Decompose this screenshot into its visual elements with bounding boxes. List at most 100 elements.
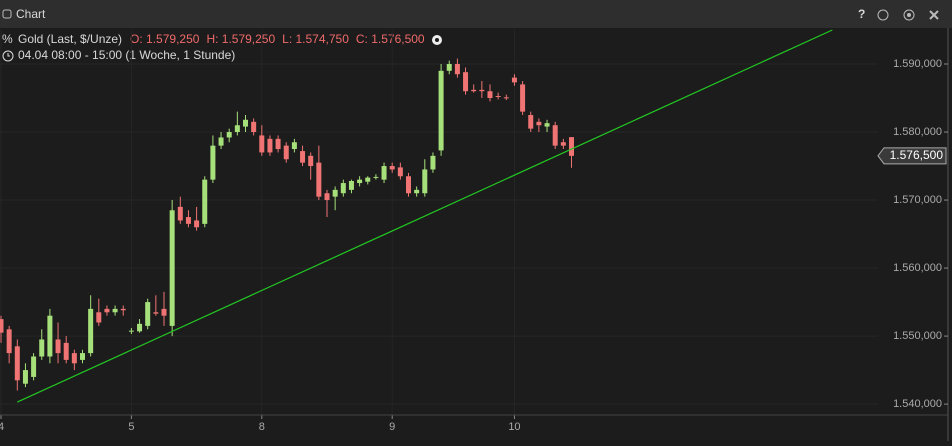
candle-body	[291, 142, 297, 150]
candle-body	[365, 177, 371, 182]
candle-body	[55, 339, 61, 354]
candle-body	[234, 125, 240, 133]
candle-body	[63, 342, 69, 360]
candle-body	[226, 132, 232, 138]
ohlc-label: C: 1.576,500	[356, 32, 425, 46]
candle-body	[177, 206, 183, 221]
candle-body	[22, 370, 28, 384]
x-tick-label: 8	[259, 421, 265, 433]
y-tick-label: 1.550,000	[893, 330, 942, 342]
candle-body	[463, 72, 469, 92]
candle-body	[487, 91, 493, 99]
candle-body	[552, 125, 558, 146]
candle-body	[479, 89, 485, 92]
candle-body	[438, 70, 444, 151]
candle-body	[422, 169, 428, 194]
candle-body	[430, 155, 436, 170]
clock-hands	[7, 53, 10, 57]
ohlc-label: L: 1.574,750	[282, 32, 349, 46]
window-icon	[2, 9, 12, 19]
candle-body	[185, 217, 191, 224]
ohlc-labels: O: 1.579,250 H: 1.579,250 L: 1.574,750 C: 1…	[130, 32, 425, 46]
settings-dot	[435, 38, 439, 42]
candle-body	[544, 123, 550, 127]
trendline	[17, 29, 833, 403]
candle-body	[0, 319, 4, 333]
candle-body	[267, 138, 273, 153]
close-button[interactable]	[929, 10, 939, 20]
y-tick-label: 1.540,000	[893, 398, 942, 410]
candle-body	[218, 137, 224, 146]
last-price-label: 1.576,500	[890, 148, 944, 162]
candle-body	[145, 302, 151, 326]
candle-body	[397, 167, 403, 177]
candle-body	[446, 64, 452, 71]
help-button[interactable]: ?	[858, 7, 865, 21]
candle-body	[332, 189, 338, 197]
candle-body	[406, 176, 411, 194]
y-tick-label: 1.570,000	[893, 194, 942, 206]
candle-body	[112, 308, 118, 313]
y-tick-label: 1.590,000	[893, 58, 942, 70]
last-price-tag	[877, 147, 947, 165]
candle-body	[348, 181, 354, 190]
candle-body	[511, 77, 517, 83]
candle-body	[169, 210, 175, 326]
candle-body	[275, 138, 281, 150]
reset-button[interactable]	[877, 9, 889, 21]
candle-body	[495, 95, 501, 97]
candle-body	[243, 119, 248, 127]
record-button[interactable]	[903, 9, 915, 21]
x-tick-label: 4	[0, 421, 4, 433]
x-tick-label: 5	[128, 421, 134, 433]
candle-body	[71, 353, 77, 364]
candle-body	[96, 312, 102, 323]
candle-body	[520, 84, 526, 112]
candle-body	[560, 142, 566, 146]
chart-subtitle: 04.04 08:00 - 15:00 (1 Woche, 1 Stunde)	[18, 48, 235, 62]
candle-body	[528, 115, 534, 129]
candle-body	[14, 346, 20, 381]
symbol-icon: %	[2, 32, 13, 46]
candle-body	[340, 183, 346, 194]
candle-body	[569, 137, 574, 156]
candle-body	[259, 135, 265, 153]
candle-body	[137, 323, 143, 332]
candle-body	[80, 353, 85, 360]
chart-title: Gold (Last, $/Unze)	[18, 32, 122, 46]
candle-body	[389, 166, 395, 170]
candle-body	[104, 308, 110, 313]
candle-body	[120, 308, 126, 311]
ohlc-label: O: 1.579,250	[130, 32, 200, 46]
candle-body	[471, 89, 477, 92]
candle-body	[194, 220, 200, 228]
candle-body	[153, 312, 159, 314]
candle-body	[381, 166, 387, 180]
candle-body	[316, 162, 322, 197]
candle-body	[210, 145, 216, 180]
y-tick-label: 1.560,000	[893, 262, 942, 274]
y-tick-label: 1.580,000	[893, 126, 942, 138]
candle-body	[128, 330, 134, 332]
candle-body	[373, 176, 379, 178]
candle-body	[357, 179, 363, 184]
x-tick-label: 10	[508, 421, 520, 433]
candle-body	[6, 329, 12, 354]
candle-body	[454, 64, 460, 75]
candle-body	[300, 151, 306, 163]
record-dot	[907, 13, 911, 17]
candle-body	[47, 315, 53, 357]
candle-body	[536, 121, 542, 126]
candle-body	[88, 308, 94, 354]
clock-icon	[2, 50, 14, 62]
x-tick-label: 9	[389, 421, 395, 433]
candle-body	[414, 189, 420, 194]
candle-body	[161, 308, 167, 316]
candle-body	[503, 97, 509, 99]
title-bar	[0, 0, 952, 28]
window-title: Chart	[16, 7, 46, 21]
candle-body	[308, 155, 314, 167]
candle-body	[39, 339, 45, 357]
